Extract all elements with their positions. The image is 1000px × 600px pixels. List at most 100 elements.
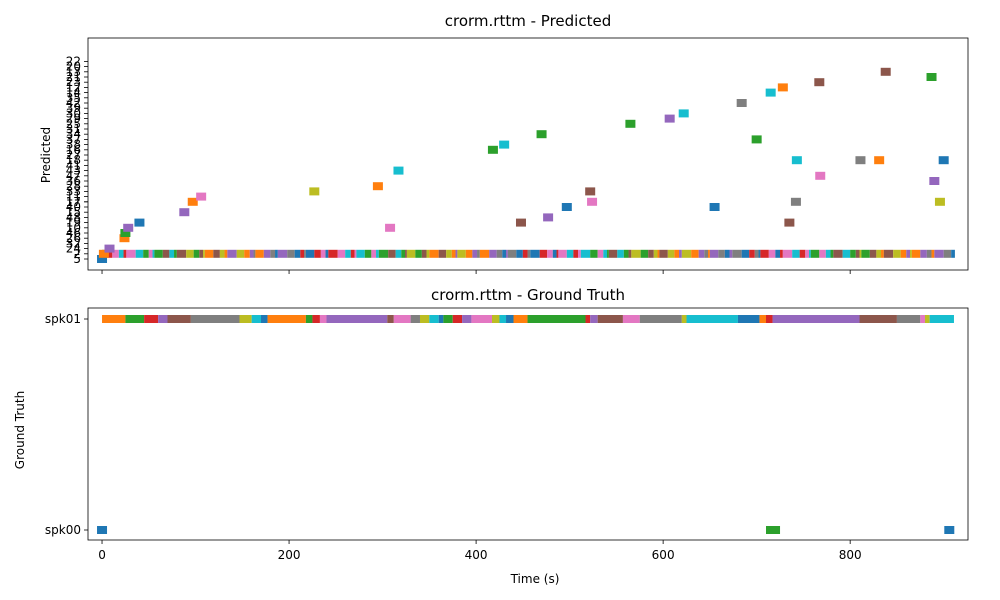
predicted-y-tick-label: 22 xyxy=(66,54,81,68)
predicted-segment xyxy=(154,249,163,258)
predicted-segment xyxy=(782,249,793,258)
predicted-segment xyxy=(219,249,225,258)
predicted-segment xyxy=(457,249,466,258)
predicted-marker xyxy=(625,119,636,128)
ground-truth-segment xyxy=(125,315,145,323)
ground-truth-marker xyxy=(944,526,955,534)
predicted-segment xyxy=(502,249,507,258)
predicted-marker xyxy=(814,78,825,87)
ground-truth-segment xyxy=(267,315,306,323)
predicted-y-tick-label: 37 xyxy=(66,132,81,146)
predicted-marker xyxy=(104,244,115,253)
ground-truth-segment xyxy=(158,315,168,323)
predicted-y-tick-label: 32 xyxy=(66,236,81,250)
predicted-segment xyxy=(850,249,856,258)
predicted-segment xyxy=(253,249,256,258)
predicted-segment xyxy=(415,249,422,258)
predicted-segment xyxy=(810,249,820,258)
ground-truth-segment xyxy=(527,315,586,323)
ground-truth-x-tick-label: 200 xyxy=(278,548,301,562)
predicted-segment xyxy=(547,249,553,258)
predicted-marker xyxy=(372,182,383,191)
predicted-segment xyxy=(780,249,783,258)
predicted-segment xyxy=(640,249,649,258)
predicted-segment xyxy=(648,249,654,258)
predicted-segment xyxy=(376,249,379,258)
predicted-segment xyxy=(169,249,175,258)
predicted-y-tick-label: 48 xyxy=(66,210,81,224)
predicted-marker xyxy=(309,187,320,196)
predicted-segment xyxy=(378,249,389,258)
predicted-segment xyxy=(426,249,430,258)
predicted-segment xyxy=(718,249,725,258)
predicted-segment xyxy=(631,249,641,258)
predicted-segment xyxy=(263,249,271,258)
predicted-marker xyxy=(123,223,134,232)
predicted-segment xyxy=(691,249,699,258)
predicted-y-tick-label: 25 xyxy=(66,117,81,131)
predicted-y-tick-label: 17 xyxy=(66,195,81,209)
predicted-segment xyxy=(123,249,127,258)
predicted-y-tick-label: 16 xyxy=(66,143,81,157)
ground-truth-segment xyxy=(859,315,897,323)
predicted-segment xyxy=(603,249,608,258)
predicted-segment xyxy=(371,249,377,258)
predicted-segment xyxy=(681,249,692,258)
ground-truth-axes-frame xyxy=(87,307,969,541)
ground-truth-y-tick-label: spk00 xyxy=(45,523,81,537)
ground-truth-segment xyxy=(312,315,320,323)
predicted-segment xyxy=(337,249,346,258)
predicted-segment xyxy=(479,249,490,258)
predicted-segment xyxy=(653,249,658,258)
predicted-segment xyxy=(300,249,305,258)
ground-truth-segment xyxy=(622,315,640,323)
predicted-marker xyxy=(751,135,762,144)
predicted-segment xyxy=(522,249,528,258)
predicted-segment xyxy=(934,249,944,258)
predicted-segment xyxy=(674,249,680,258)
predicted-segment xyxy=(152,249,155,258)
predicted-y-tick-label: 21 xyxy=(66,70,81,84)
ground-truth-segment xyxy=(681,315,687,323)
ground-truth-segment xyxy=(639,315,682,323)
predicted-marker xyxy=(196,192,207,201)
predicted-segment xyxy=(472,249,478,258)
predicted-marker xyxy=(536,130,547,139)
ground-truth-segment xyxy=(239,315,252,323)
predicted-segment xyxy=(465,249,473,258)
predicted-segment xyxy=(842,249,851,258)
ground-truth-x-ticks: 0 200 400 600 800 xyxy=(98,540,862,562)
predicted-segment xyxy=(893,249,901,258)
predicted-segment xyxy=(910,249,912,258)
predicted-marker xyxy=(934,197,945,206)
ground-truth-panel: crorm.rttm - Ground Truth Ground Truth s… xyxy=(13,286,969,586)
predicted-segment xyxy=(775,249,781,258)
ground-truth-segment xyxy=(167,315,191,323)
predicted-segment xyxy=(135,249,144,258)
ground-truth-segment xyxy=(766,315,773,323)
predicted-y-tick-label: 19 xyxy=(66,216,81,230)
predicted-segment xyxy=(112,249,119,258)
predicted-y-tick-label: 20 xyxy=(66,60,81,74)
predicted-marker xyxy=(765,88,776,97)
predicted-segment xyxy=(176,249,187,258)
predicted-y-tick-label: 24 xyxy=(66,242,81,256)
predicted-marker xyxy=(393,166,404,175)
predicted-segment xyxy=(825,249,831,258)
predicted-segment xyxy=(429,249,439,258)
predicted-segment xyxy=(704,249,709,258)
predicted-segment xyxy=(364,249,372,258)
predicted-segment xyxy=(951,249,955,258)
predicted-segment xyxy=(354,249,357,258)
predicted-segment xyxy=(395,249,402,258)
predicted-segment xyxy=(249,249,254,258)
predicted-y-tick-label: 46 xyxy=(66,226,81,240)
predicted-marker xyxy=(120,229,131,237)
predicted-segment xyxy=(679,249,682,258)
predicted-y-tick-label: 2 xyxy=(73,247,81,261)
predicted-segment xyxy=(345,249,351,258)
predicted-segment xyxy=(126,249,136,258)
predicted-segment xyxy=(607,249,609,258)
ground-truth-segment xyxy=(251,315,262,323)
